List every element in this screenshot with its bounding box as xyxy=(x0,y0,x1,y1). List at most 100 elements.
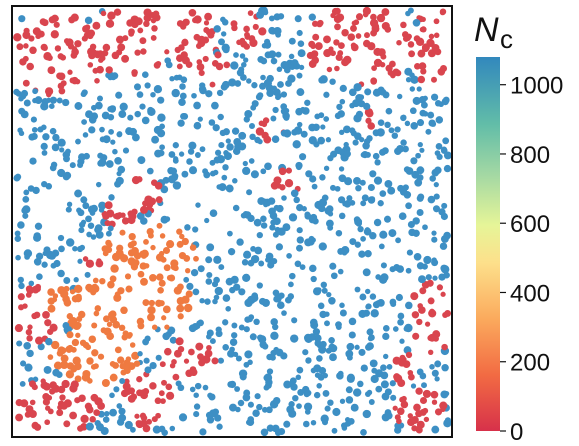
colorbar xyxy=(476,57,500,431)
particle xyxy=(441,363,449,372)
particle xyxy=(379,61,386,68)
particle xyxy=(213,276,220,284)
particle xyxy=(289,272,296,280)
particle xyxy=(131,247,139,255)
particle xyxy=(318,345,327,354)
particle xyxy=(29,399,36,406)
particle xyxy=(229,286,236,294)
particle xyxy=(140,419,148,428)
particle xyxy=(126,333,132,339)
particle xyxy=(128,387,136,395)
particle xyxy=(169,76,175,82)
particle xyxy=(197,353,204,361)
particle xyxy=(416,119,425,127)
particle xyxy=(239,53,246,59)
particle xyxy=(431,425,440,434)
particle xyxy=(440,264,448,272)
particle xyxy=(85,259,95,268)
particle xyxy=(373,47,382,56)
particle xyxy=(13,88,20,96)
particle xyxy=(247,10,254,16)
particle xyxy=(168,274,176,282)
particle xyxy=(348,88,357,97)
particle xyxy=(339,98,346,105)
colorbar-title: N xyxy=(474,11,499,49)
particle xyxy=(428,33,435,40)
particle xyxy=(296,121,303,128)
particle xyxy=(443,271,450,279)
particle xyxy=(428,349,434,355)
particle xyxy=(178,44,185,51)
particle xyxy=(136,212,145,220)
particle xyxy=(28,133,36,141)
particle xyxy=(329,344,338,353)
particle xyxy=(434,360,442,368)
particle xyxy=(162,176,170,184)
particle xyxy=(193,15,202,24)
particle xyxy=(423,255,432,265)
particle xyxy=(65,370,75,379)
particle xyxy=(63,277,71,284)
particle xyxy=(397,184,405,192)
particle xyxy=(387,186,396,195)
particle xyxy=(391,132,399,139)
particle xyxy=(355,13,364,21)
particle xyxy=(247,401,254,408)
particle xyxy=(262,117,270,124)
particle xyxy=(77,161,84,169)
particle xyxy=(198,359,206,367)
particle xyxy=(229,338,238,346)
particle xyxy=(108,194,115,201)
particle xyxy=(221,174,228,181)
particle xyxy=(94,419,101,427)
particle xyxy=(227,248,236,256)
particle xyxy=(309,264,317,273)
particle xyxy=(134,110,141,118)
particle xyxy=(21,207,28,214)
particle xyxy=(92,277,99,284)
particle xyxy=(206,344,212,351)
particle xyxy=(147,106,154,114)
particle xyxy=(160,185,169,194)
particle xyxy=(60,354,69,363)
particle xyxy=(405,77,412,83)
particle xyxy=(404,323,413,333)
particle xyxy=(19,380,26,387)
particle xyxy=(379,230,388,239)
particle xyxy=(238,131,247,140)
particle xyxy=(222,319,229,326)
particle xyxy=(419,287,427,295)
particle xyxy=(160,215,169,224)
particle xyxy=(296,366,304,374)
particle xyxy=(258,27,267,36)
particle xyxy=(427,111,435,119)
particle xyxy=(50,30,59,39)
particle xyxy=(405,267,412,274)
colorbar-tick-label: 400 xyxy=(510,280,550,307)
particle xyxy=(176,20,184,27)
particle xyxy=(360,429,367,436)
particle xyxy=(137,27,144,34)
particle xyxy=(232,178,238,184)
particle xyxy=(197,116,203,122)
particle xyxy=(327,399,334,406)
particle xyxy=(367,122,376,130)
particle xyxy=(152,10,160,18)
particle xyxy=(299,264,306,270)
particle xyxy=(202,384,209,391)
particle xyxy=(189,368,198,377)
particle xyxy=(114,291,121,298)
particle xyxy=(33,233,42,242)
particle xyxy=(410,416,419,424)
particle xyxy=(222,80,230,89)
particle xyxy=(181,38,189,45)
particle xyxy=(139,389,147,396)
particle xyxy=(104,220,111,227)
particle xyxy=(143,14,152,22)
particle xyxy=(229,346,235,353)
particle xyxy=(369,231,377,240)
particle xyxy=(290,334,299,343)
particle xyxy=(355,110,364,119)
particle xyxy=(260,222,268,229)
particle xyxy=(354,132,362,140)
